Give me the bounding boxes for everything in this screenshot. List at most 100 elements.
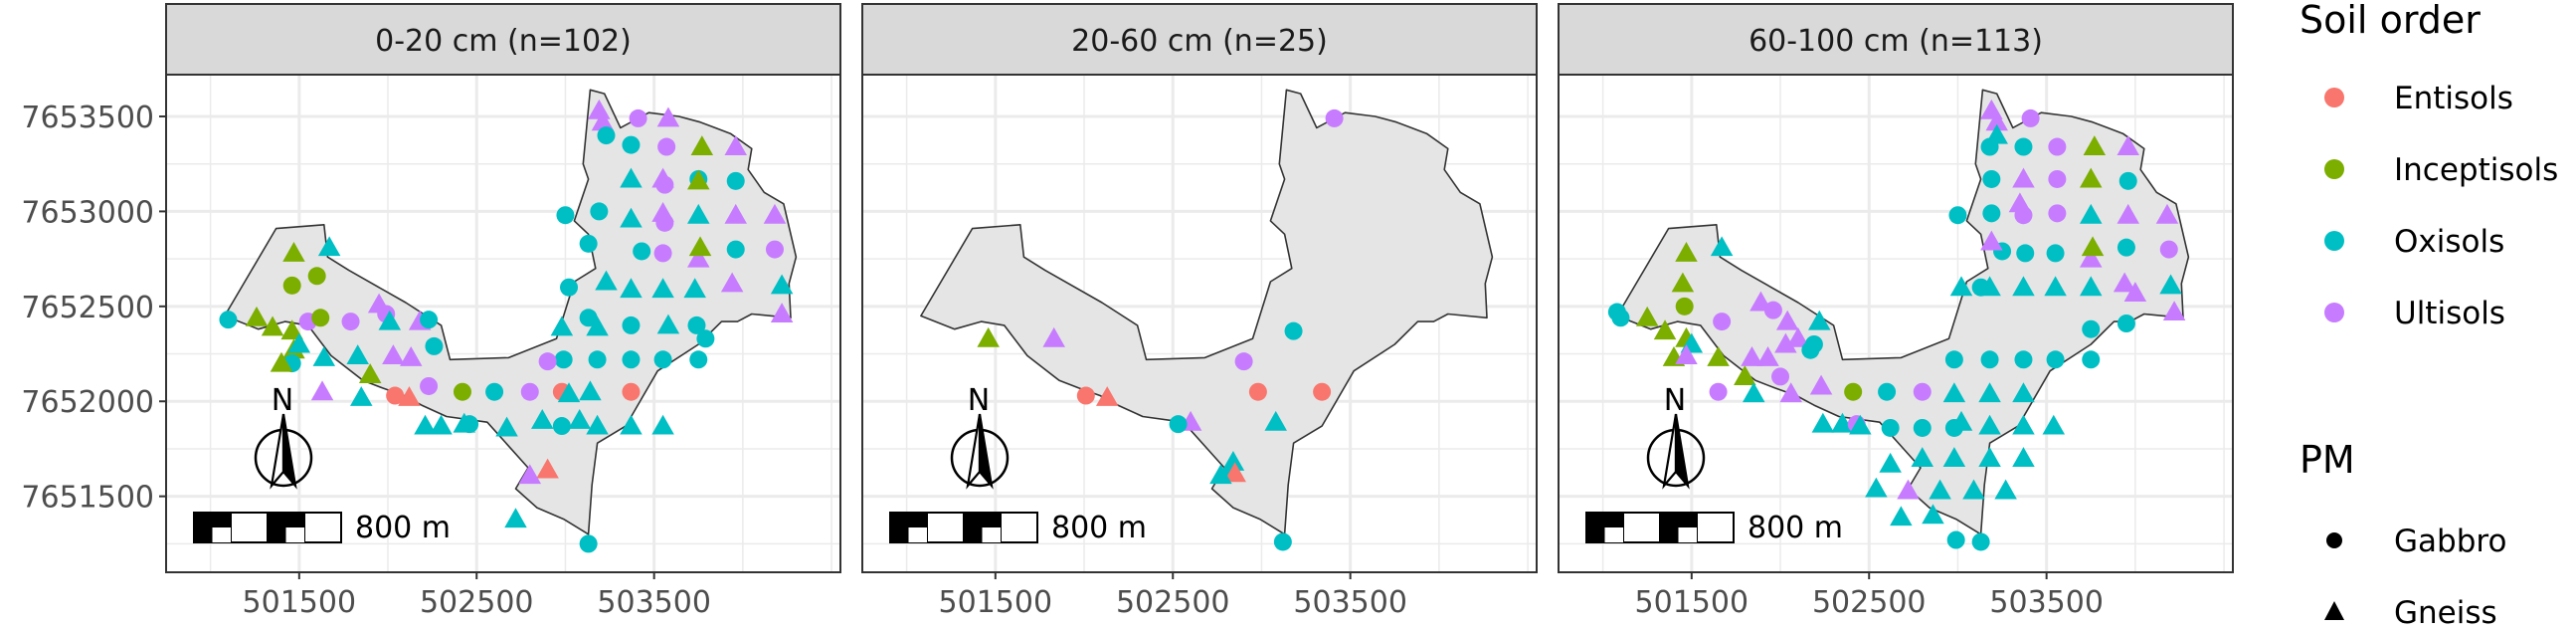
legend-key-gabbro [2326, 532, 2342, 548]
point-oxisols-gabbro [556, 206, 575, 225]
point-oxisols-gneiss [414, 414, 437, 435]
point-oxisols-gabbro [1946, 530, 1965, 549]
point-ultisols-gneiss [1786, 326, 1810, 347]
point-oxisols-gabbro [1944, 350, 1963, 369]
point-oxisols-gabbro [687, 316, 706, 334]
point-ultisols-gneiss [720, 272, 744, 293]
point-entisols-gabbro [622, 382, 641, 401]
point-inceptisols-gneiss [1635, 306, 1659, 326]
point-oxisols-gabbro [2014, 137, 2033, 156]
scale-bar-segment [1000, 512, 1038, 543]
facet-strip-label: 20-60 cm (n=25) [1071, 24, 1328, 59]
scale-bar: 800 m [1585, 511, 1843, 545]
point-ultisols-gabbro [2048, 204, 2067, 223]
point-ultisols-gneiss [1675, 344, 1698, 364]
point-ultisols-gneiss [1809, 374, 1833, 395]
point-oxisols-gneiss [1949, 276, 1973, 297]
point-oxisols-gneiss [586, 414, 609, 435]
point-oxisols-gabbro [1971, 532, 1990, 551]
point-inceptisols-gabbro [282, 276, 301, 295]
point-oxisols-gneiss [1978, 414, 2001, 435]
point-oxisols-gneiss [651, 278, 674, 299]
point-oxisols-gabbro [1881, 418, 1900, 437]
point-oxisols-gabbro [554, 350, 573, 369]
legend: Soil order Entisols Inceptisols Oxisols Ulti… [2300, 0, 2558, 631]
point-oxisols-gneiss [378, 310, 402, 330]
x-tick-label: 501500 [1635, 585, 1749, 620]
sample-points [219, 99, 794, 553]
point-oxisols-gabbro [597, 126, 616, 145]
point-inceptisols-gabbro [1675, 297, 1694, 316]
point-ultisols-gneiss [310, 380, 334, 401]
point-oxisols-gabbro [552, 417, 571, 436]
point-oxisols-gneiss [2012, 276, 2035, 297]
point-inceptisols-gneiss [261, 316, 284, 336]
point-ultisols-gneiss [2155, 203, 2179, 224]
point-ultisols-gneiss [399, 346, 423, 366]
legend-label-oxisols: Oxisols [2394, 224, 2504, 260]
point-oxisols-gneiss [1942, 382, 1966, 403]
point-oxisols-gabbro [1273, 532, 1292, 551]
facet-strip-label: 60-100 cm (n=113) [1748, 24, 2043, 59]
x-tick-label: 502500 [420, 585, 534, 620]
point-oxisols-gabbro [622, 135, 641, 154]
north-arrow-right-half [281, 413, 297, 490]
point-oxisols-gabbro [726, 240, 745, 259]
point-oxisols-gneiss [287, 332, 311, 353]
point-oxisols-gabbro [485, 382, 504, 401]
point-oxisols-gneiss [350, 386, 373, 406]
point-ultisols-gabbro [1325, 108, 1344, 127]
scale-bar-label: 800 m [355, 511, 451, 545]
point-oxisols-gabbro [219, 311, 238, 329]
scale-bar: 800 m [889, 511, 1147, 545]
point-oxisols-gabbro [2116, 238, 2135, 257]
point-inceptisols-gneiss [282, 242, 305, 262]
north-arrow: N [950, 383, 1010, 490]
point-oxisols-gabbro [653, 350, 672, 369]
legend-key-ultisols [2324, 303, 2344, 322]
point-ultisols-gneiss [382, 344, 405, 364]
x-tick-label: 501500 [243, 585, 357, 620]
facet-panel: N 800 m 0-20 cm (n=102) 501500 502500 503500 [165, 3, 841, 620]
point-inceptisols-gneiss [1707, 346, 1730, 366]
point-entisols-gneiss [1223, 462, 1246, 483]
point-ultisols-gneiss [2008, 192, 2032, 213]
north-arrow-label: N [1664, 383, 1686, 418]
point-oxisols-gneiss [2044, 276, 2067, 297]
point-oxisols-gneiss [2080, 276, 2103, 297]
point-oxisols-gneiss [568, 408, 591, 429]
point-oxisols-gneiss [495, 416, 518, 437]
point-oxisols-gabbro [622, 316, 641, 334]
point-oxisols-gabbro [2046, 350, 2065, 369]
point-oxisols-gabbro [1982, 204, 2001, 223]
point-entisols-gabbro [1313, 382, 1332, 401]
x-tick-label: 502500 [1116, 585, 1230, 620]
point-oxisols-gneiss [317, 236, 341, 257]
point-ultisols-gabbro [1709, 382, 1728, 401]
point-oxisols-gneiss [557, 382, 581, 403]
point-inceptisols-gneiss [280, 319, 303, 340]
legend-key-gneiss [2324, 601, 2344, 620]
point-oxisols-gabbro [696, 329, 715, 348]
legend-label-gneiss: Gneiss [2394, 595, 2497, 627]
point-entisols-gabbro [1248, 382, 1267, 401]
scale-bar-label: 800 m [1051, 511, 1147, 545]
point-oxisols-gneiss [595, 270, 618, 291]
point-inceptisols-gneiss [687, 169, 710, 190]
point-ultisols-gabbro [765, 240, 784, 259]
point-ultisols-gneiss [656, 106, 680, 127]
point-oxisols-gneiss [2012, 414, 2035, 435]
scale-bar-segment [926, 512, 965, 543]
point-ultisols-gneiss [1779, 382, 1802, 403]
point-ultisols-gabbro [1913, 382, 1932, 401]
north-arrow-label: N [272, 383, 293, 418]
legend-label-entisols: Entisols [2394, 81, 2513, 116]
watershed-boundary [920, 89, 1494, 535]
y-tick-label: 7653500 [21, 101, 154, 135]
scale-bar-subsegment [1678, 527, 1697, 542]
point-oxisols-gneiss [1710, 236, 1734, 257]
legend-label-gabbro: Gabbro [2394, 524, 2506, 559]
point-ultisols-gabbro [2159, 240, 2178, 259]
point-oxisols-gabbro [1611, 309, 1630, 327]
scale-bar-subsegment [1604, 527, 1623, 542]
